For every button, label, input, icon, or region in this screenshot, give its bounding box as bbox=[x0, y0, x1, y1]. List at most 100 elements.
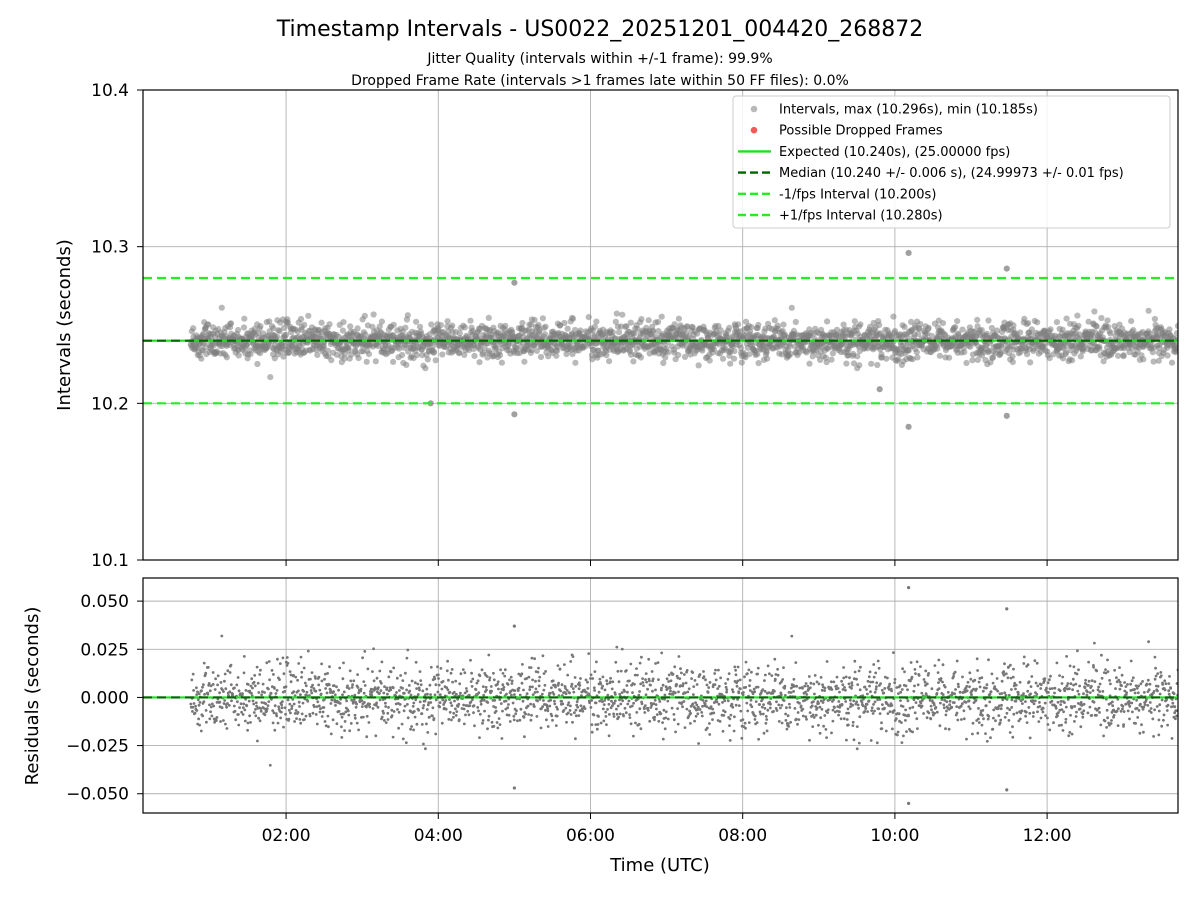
residual-point bbox=[1029, 692, 1032, 696]
interval-point bbox=[792, 318, 799, 326]
residual-point bbox=[671, 672, 675, 676]
interval-point bbox=[581, 343, 589, 350]
residual-point bbox=[471, 677, 475, 681]
residual-point bbox=[602, 703, 606, 706]
residual-point bbox=[577, 687, 581, 691]
residual-point bbox=[845, 738, 848, 742]
residual-point bbox=[929, 717, 933, 721]
residual-point bbox=[618, 692, 622, 696]
interval-point bbox=[347, 323, 354, 330]
residual-point bbox=[1030, 675, 1034, 678]
residual-point bbox=[850, 686, 853, 690]
interval-point bbox=[437, 322, 444, 329]
residual-point bbox=[607, 702, 611, 706]
residual-point bbox=[469, 700, 473, 704]
interval-point bbox=[266, 318, 273, 325]
residual-point bbox=[342, 661, 345, 665]
residual-point bbox=[537, 666, 540, 670]
residual-point bbox=[844, 688, 847, 692]
interval-point bbox=[638, 316, 645, 323]
residual-point bbox=[661, 721, 664, 724]
residual-point bbox=[529, 702, 532, 706]
residual-point bbox=[950, 693, 954, 697]
residual-point bbox=[1014, 683, 1018, 687]
legend-label: +1/fps Interval (10.280s) bbox=[779, 209, 943, 224]
interval-point bbox=[340, 319, 347, 326]
residual-point bbox=[462, 707, 466, 711]
residual-point bbox=[352, 679, 356, 683]
residual-point bbox=[555, 714, 559, 718]
residual-point bbox=[996, 689, 1000, 693]
residual-point bbox=[390, 714, 394, 718]
residual-point bbox=[842, 666, 845, 669]
residual-point bbox=[944, 727, 947, 731]
residual-point bbox=[804, 715, 808, 719]
residual-point bbox=[822, 724, 825, 728]
residual-point bbox=[1016, 691, 1020, 694]
interval-point bbox=[363, 358, 370, 365]
residual-point bbox=[913, 684, 916, 688]
residual-point bbox=[259, 668, 262, 672]
residual-point bbox=[1008, 731, 1012, 734]
residual-point bbox=[350, 686, 354, 689]
residual-point bbox=[233, 686, 236, 690]
residual-point bbox=[310, 671, 314, 674]
interval-point bbox=[467, 317, 474, 324]
interval-point bbox=[533, 347, 541, 354]
interval-point bbox=[481, 344, 488, 352]
residual-point bbox=[365, 714, 369, 718]
interval-point bbox=[531, 316, 538, 323]
residual-point bbox=[766, 708, 770, 712]
residual-point bbox=[779, 706, 782, 710]
residual-point bbox=[789, 720, 792, 724]
residual-point bbox=[520, 672, 524, 676]
residual-point bbox=[939, 701, 942, 705]
residual-point bbox=[904, 684, 908, 688]
residual-point bbox=[736, 698, 739, 701]
residual-point bbox=[530, 656, 534, 660]
residual-point bbox=[382, 691, 386, 695]
residual-point bbox=[962, 717, 966, 721]
interval-point bbox=[280, 353, 287, 360]
intervals-y-tick-label: 10.3 bbox=[91, 238, 129, 258]
residual-point bbox=[976, 731, 980, 735]
residual-point bbox=[981, 689, 985, 693]
interval-point bbox=[1104, 323, 1112, 330]
residual-point bbox=[639, 682, 643, 686]
residual-point bbox=[578, 681, 581, 685]
interval-point bbox=[1104, 317, 1111, 324]
interval-point bbox=[969, 357, 976, 364]
residual-point bbox=[445, 686, 449, 690]
residual-point bbox=[282, 725, 285, 729]
interval-point bbox=[959, 326, 966, 333]
interval-point bbox=[631, 330, 638, 337]
residual-point bbox=[287, 708, 291, 712]
residual-point bbox=[654, 688, 657, 692]
residual-point bbox=[1069, 713, 1072, 717]
residual-point bbox=[305, 690, 309, 694]
residual-point bbox=[353, 693, 357, 697]
residual-point bbox=[538, 675, 542, 679]
residual-point bbox=[322, 706, 326, 709]
residual-point bbox=[681, 684, 685, 688]
residual-point bbox=[581, 709, 585, 713]
residual-point bbox=[956, 718, 960, 722]
residual-point bbox=[742, 691, 745, 694]
residual-point bbox=[952, 701, 956, 704]
interval-point bbox=[444, 318, 451, 325]
residual-point bbox=[454, 707, 457, 711]
residual-point bbox=[629, 662, 633, 666]
residual-point bbox=[250, 692, 253, 695]
residual-point bbox=[891, 727, 894, 731]
residual-point bbox=[342, 712, 346, 716]
residual-point bbox=[676, 707, 679, 710]
residual-point bbox=[1022, 662, 1026, 665]
residual-point bbox=[855, 725, 859, 728]
residual-point bbox=[196, 690, 199, 694]
residual-point bbox=[384, 705, 388, 708]
residual-point bbox=[437, 677, 440, 680]
residual-point bbox=[1027, 706, 1031, 709]
residual-point bbox=[213, 720, 217, 724]
residual-point bbox=[578, 709, 582, 713]
residual-point bbox=[345, 699, 348, 703]
